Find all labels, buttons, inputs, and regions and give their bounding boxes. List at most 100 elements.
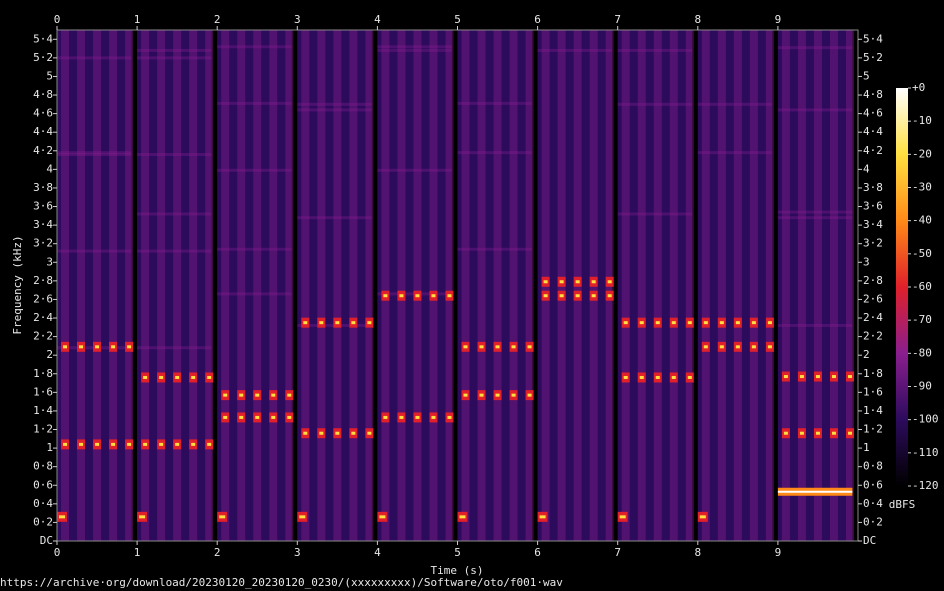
x-tick-label: 6 <box>534 546 541 559</box>
tone-core <box>95 442 100 446</box>
y-tick-label-right: 4 <box>863 162 870 175</box>
pulse-column <box>301 30 310 541</box>
tone-core <box>351 321 356 325</box>
segment-background <box>377 30 452 541</box>
colorbar <box>896 88 908 486</box>
pulse-column <box>733 30 742 541</box>
blip-core <box>699 515 706 519</box>
blip-core <box>299 515 306 519</box>
y-tick-label: 3·6 <box>33 200 53 213</box>
tone-core <box>847 375 852 379</box>
tone-core <box>127 345 132 349</box>
tone-core <box>639 321 644 325</box>
harmonic-band <box>697 102 773 106</box>
y-tick-label-right: 0·8 <box>863 460 883 473</box>
tone-core <box>575 294 580 298</box>
tone-core <box>543 280 548 284</box>
colorbar-tick-label: -90 <box>912 380 932 393</box>
tone-core <box>799 375 804 379</box>
harmonic-band <box>217 247 292 251</box>
pulse-column <box>669 30 678 541</box>
pulse-column <box>93 30 102 541</box>
y-tick-label-right: 1·6 <box>863 385 883 398</box>
pulse-column <box>653 30 662 541</box>
pulse-column <box>349 30 358 541</box>
y-tick-label: 0·8 <box>33 460 53 473</box>
tone-core <box>351 431 356 435</box>
pulse-column <box>285 30 294 541</box>
harmonic-band <box>777 210 853 214</box>
tone-core <box>639 375 644 379</box>
y-tick-label: 3·4 <box>33 218 53 231</box>
y-tick-label-right: 5·2 <box>863 51 883 64</box>
y-tick-label: 0·2 <box>33 515 53 528</box>
tone-core <box>847 431 852 435</box>
tone-core <box>319 321 324 325</box>
tone-core <box>95 345 100 349</box>
colorbar-tick-label: -20 <box>912 147 932 160</box>
pulse-column <box>493 30 502 541</box>
colorbar-tick-label: -70 <box>912 313 932 326</box>
tone-core <box>319 431 324 435</box>
y-tick-label-right: 3·2 <box>863 237 883 250</box>
colorbar-tick-label: -30 <box>912 181 932 194</box>
pulse-column <box>685 30 694 541</box>
tone-core <box>127 442 132 446</box>
tone-core <box>367 431 372 435</box>
harmonic-band <box>617 48 693 52</box>
colorbar-tick-label: -10 <box>912 114 932 127</box>
y-tick-label-right: 4·8 <box>863 88 883 101</box>
harmonic-band <box>777 216 853 220</box>
y-axis-label: Frequency (kHz) <box>11 235 24 334</box>
colorbar-tick-label: -40 <box>912 214 932 227</box>
pulse-column <box>637 30 646 541</box>
tone-core <box>207 375 212 379</box>
y-tick-label: 5·2 <box>33 51 53 64</box>
pulse-column <box>429 30 438 541</box>
tone-core <box>703 345 708 349</box>
colorbar-tick-label: -80 <box>912 346 932 359</box>
segment-background <box>457 30 532 541</box>
y-tick-label-right: 4·4 <box>863 125 883 138</box>
harmonic-band <box>537 48 613 52</box>
y-tick-label-right: 0·2 <box>863 515 883 528</box>
y-tick-label: 1·2 <box>33 423 53 436</box>
y-tick-label-right: 2·2 <box>863 330 883 343</box>
blip-core <box>219 515 226 519</box>
harmonic-band <box>57 152 132 156</box>
colorbar-tick-label: -110 <box>912 446 939 459</box>
pulse-column <box>237 30 246 541</box>
tone-core <box>175 442 180 446</box>
y-tick-label: 1·8 <box>33 367 53 380</box>
x-tick-label-top: 8 <box>694 13 701 26</box>
y-tick-label: 4·4 <box>33 125 53 138</box>
tone-core <box>223 415 228 419</box>
x-tick-label: 9 <box>775 546 782 559</box>
y-tick-label: 5·4 <box>33 32 53 45</box>
tone-core <box>623 321 628 325</box>
harmonic-band <box>57 151 132 155</box>
tone-core <box>831 375 836 379</box>
y-tick-label-right: 3·4 <box>863 218 883 231</box>
x-tick-label: 4 <box>374 546 381 559</box>
pulse-column <box>525 30 534 541</box>
harmonic-band <box>137 152 212 156</box>
tone-core <box>703 321 708 325</box>
tone-core <box>335 431 340 435</box>
segment-background <box>697 30 773 541</box>
pulse-column <box>701 30 710 541</box>
y-tick-label-right: DC <box>863 534 876 547</box>
tone-core <box>367 321 372 325</box>
tone-core <box>767 321 772 325</box>
tone-core <box>383 294 388 298</box>
harmonic-band <box>377 45 452 49</box>
pulse-column <box>397 30 406 541</box>
tone-core <box>575 280 580 284</box>
harmonic-band <box>297 102 372 106</box>
tone-core <box>671 321 676 325</box>
pulse-column <box>269 30 278 541</box>
pulse-column <box>365 30 374 541</box>
y-tick-label: 2 <box>46 348 53 361</box>
pulse-column <box>141 30 150 541</box>
